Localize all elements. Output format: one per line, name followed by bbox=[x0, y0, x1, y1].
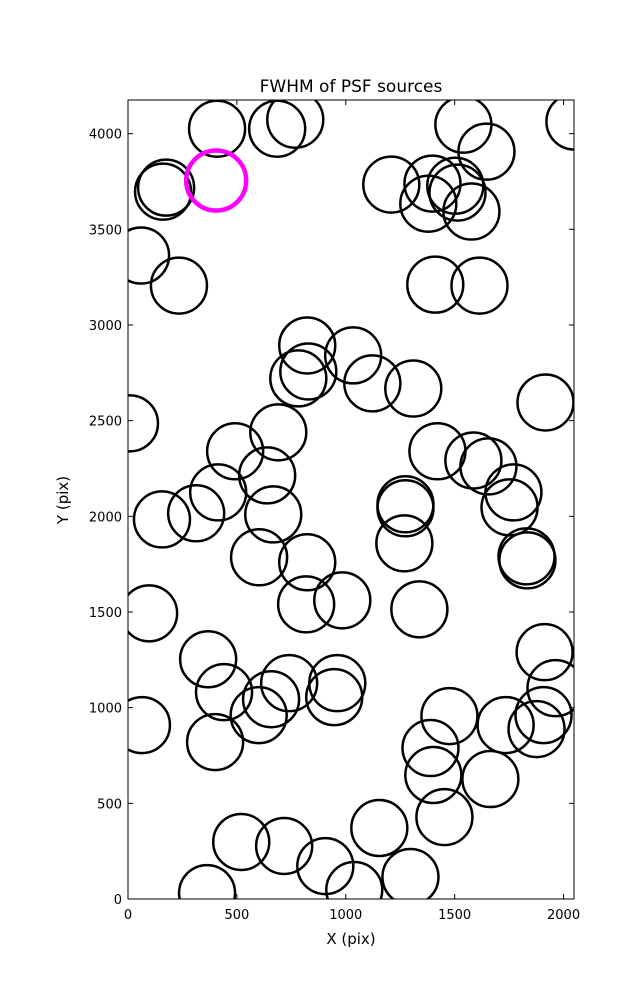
psf-source bbox=[381, 847, 440, 899]
psf-source bbox=[376, 479, 435, 538]
y-tick-label: 1500 bbox=[89, 606, 122, 621]
psf-source bbox=[304, 667, 364, 727]
plot-frame bbox=[127, 99, 575, 900]
psf-source bbox=[384, 359, 443, 418]
psf-source bbox=[313, 571, 372, 630]
psf-source bbox=[128, 226, 171, 285]
y-tick-label: 2000 bbox=[89, 510, 122, 525]
psf-source bbox=[244, 485, 303, 544]
psf-source bbox=[399, 174, 458, 233]
psf-source bbox=[269, 349, 328, 408]
psf-source bbox=[128, 584, 179, 643]
plot-area bbox=[128, 100, 574, 899]
psf-source bbox=[408, 422, 467, 481]
y-tick-label: 3000 bbox=[89, 319, 122, 334]
psf-source bbox=[428, 163, 487, 222]
y-tick-label: 1000 bbox=[89, 702, 122, 717]
psf-source bbox=[497, 527, 556, 586]
x-tick-label: 2000 bbox=[547, 908, 580, 923]
psf-source bbox=[415, 787, 474, 847]
psf-source bbox=[390, 580, 449, 639]
psf-source bbox=[133, 162, 193, 221]
psf-source bbox=[401, 718, 460, 778]
psf-source bbox=[128, 695, 172, 755]
psf-source bbox=[211, 812, 271, 872]
psf-source bbox=[185, 712, 245, 772]
psf-source bbox=[516, 373, 574, 432]
psf-source bbox=[188, 463, 248, 522]
psf-source bbox=[450, 256, 509, 315]
psf-source bbox=[444, 431, 503, 490]
psf-source bbox=[241, 670, 301, 729]
psf-source bbox=[507, 699, 566, 759]
psf-source bbox=[149, 256, 209, 315]
psf-source bbox=[459, 437, 518, 496]
psf-source bbox=[259, 653, 319, 713]
x-tick-label: 500 bbox=[224, 908, 249, 923]
psf-source bbox=[406, 255, 465, 314]
y-tick-label: 2500 bbox=[89, 415, 122, 430]
psf-source bbox=[249, 403, 308, 462]
psf-source bbox=[194, 662, 254, 722]
psf-source bbox=[277, 533, 337, 592]
y-axis-label: Y (pix) bbox=[54, 476, 72, 525]
psf-source bbox=[350, 798, 409, 858]
psf-source bbox=[498, 531, 557, 590]
psf-source bbox=[266, 100, 325, 149]
psf-source bbox=[404, 745, 463, 805]
x-tick-label: 1000 bbox=[329, 908, 362, 923]
x-tick-label: 0 bbox=[124, 908, 132, 923]
psf-source bbox=[205, 422, 265, 481]
psf-source bbox=[457, 122, 516, 181]
x-tick-label: 1500 bbox=[438, 908, 471, 923]
psf-source bbox=[442, 182, 501, 241]
psf-source bbox=[254, 816, 314, 876]
y-tick-label: 4000 bbox=[89, 128, 122, 143]
psf-source bbox=[375, 514, 434, 573]
y-tick-label: 500 bbox=[97, 797, 122, 812]
psf-source bbox=[343, 354, 402, 413]
psf-source bbox=[526, 658, 574, 718]
psf-source bbox=[187, 100, 247, 158]
psf-source bbox=[476, 695, 535, 755]
psf-source bbox=[247, 100, 307, 158]
psf-source bbox=[136, 158, 196, 217]
psf-source bbox=[229, 528, 289, 587]
psf-source bbox=[296, 836, 355, 896]
psf-source bbox=[545, 100, 574, 151]
psf-source bbox=[461, 749, 520, 809]
psf-source bbox=[362, 155, 421, 214]
psf-source bbox=[166, 484, 226, 543]
psf-source bbox=[323, 326, 383, 385]
psf-source bbox=[514, 685, 573, 745]
psf-source bbox=[403, 154, 462, 213]
chart-title: FWHM of PSF sources bbox=[260, 77, 443, 97]
psf-source bbox=[325, 860, 384, 899]
psf-source bbox=[515, 622, 574, 682]
psf-source bbox=[177, 863, 237, 899]
y-tick-label: 3500 bbox=[89, 223, 122, 238]
psf-source bbox=[128, 394, 160, 453]
psf-source bbox=[279, 342, 338, 401]
psf-source bbox=[276, 575, 336, 634]
x-axis-label: X (pix) bbox=[326, 930, 375, 948]
psf-source bbox=[229, 685, 288, 745]
psf-source bbox=[132, 490, 192, 549]
psf-source bbox=[178, 630, 238, 689]
psf-source bbox=[420, 686, 479, 746]
highlight-source bbox=[183, 148, 249, 213]
y-tick-label: 0 bbox=[114, 893, 122, 908]
psf-source bbox=[277, 316, 337, 375]
